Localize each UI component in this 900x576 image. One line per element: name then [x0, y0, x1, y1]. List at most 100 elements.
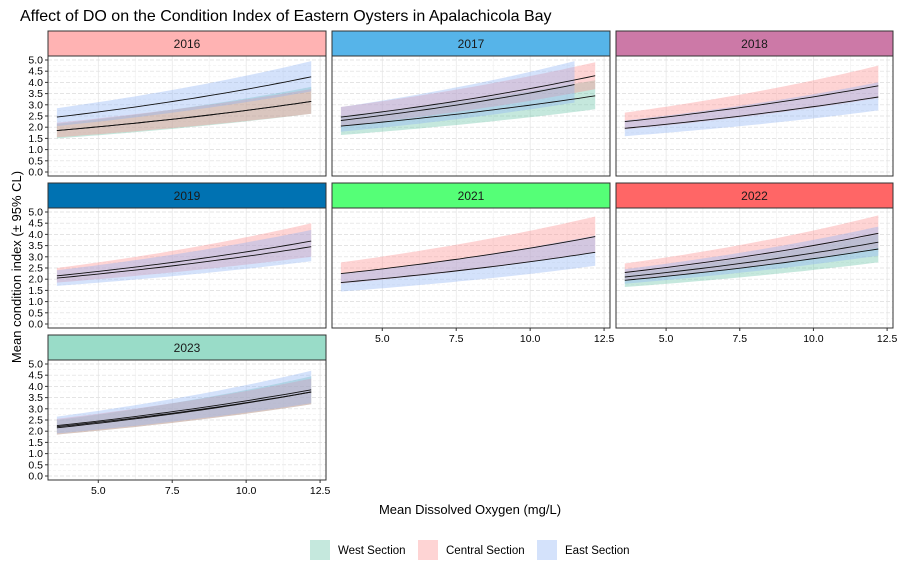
gridlines [48, 56, 326, 176]
ci-ribbon-east [624, 82, 879, 137]
y-tick-label: 1.5 [28, 133, 43, 145]
x-tick-label: 10.0 [803, 333, 824, 345]
ci-ribbon-central [56, 89, 312, 138]
ci-ribbon-east [340, 61, 575, 132]
gridlines [616, 208, 893, 328]
facet-panel-2023: 20230.00.51.01.52.02.53.03.54.04.55.05.0… [28, 334, 331, 497]
facet-strip [47, 30, 327, 57]
fit-line-east [624, 96, 879, 129]
fit-line-east [56, 246, 312, 279]
fit-line-central [624, 232, 879, 273]
legend-swatch-west [310, 540, 330, 560]
facet-strip-label: 2021 [458, 189, 485, 203]
y-tick-label: 0.0 [28, 319, 43, 331]
y-tick-label: 2.5 [28, 415, 43, 427]
y-tick-label: 1.0 [28, 296, 43, 308]
y-tick-label: 1.5 [28, 437, 43, 449]
facet-panel-2018: 2018 [615, 30, 894, 177]
y-tick-label: 1.5 [28, 285, 43, 297]
x-tick-label: 12.5 [310, 485, 331, 497]
ci-ribbon-west [340, 80, 596, 135]
ci-ribbon-central [624, 215, 879, 281]
fit-line-central [56, 100, 312, 132]
ci-ribbon-east [56, 370, 312, 434]
fit-line-central [624, 85, 879, 123]
gridlines [332, 56, 610, 176]
y-tick-label: 4.5 [28, 218, 43, 230]
gridlines [48, 208, 326, 328]
y-tick-label: 5.0 [28, 359, 43, 371]
y-tick-label: 2.0 [28, 426, 43, 438]
y-tick-label: 2.0 [28, 274, 43, 286]
y-tick-label: 4.0 [28, 229, 43, 241]
fit-line-east [340, 251, 596, 284]
y-tick-label: 4.5 [28, 370, 43, 382]
fit-line-east [56, 76, 312, 118]
panel-border [615, 55, 894, 177]
fit-line-central [56, 391, 312, 428]
y-tick-label: 3.0 [28, 403, 43, 415]
facet-panel-2016: 2016 0.00.51.01.52.02.53.03.54.04.55.0 [28, 30, 327, 179]
facet-strip-label: 2023 [174, 341, 201, 355]
x-tick-label: 5.0 [375, 333, 390, 345]
y-tick-label: 5.0 [28, 55, 43, 67]
facet-strip [331, 30, 611, 57]
y-tick-label: 3.5 [28, 392, 43, 404]
legend-label-east: East Section [565, 545, 630, 557]
facet-panel-2022: 2022 5.0 7.5 10.0 12.5 [615, 182, 897, 345]
x-tick-label: 10.0 [236, 485, 257, 497]
x-tick-label: 12.5 [594, 333, 615, 345]
gridlines [616, 56, 893, 176]
facet-strip-label: 2016 [174, 37, 201, 51]
ci-ribbon-east [624, 226, 879, 284]
y-tick-label: 0.5 [28, 307, 43, 319]
facet-strip [331, 182, 611, 209]
y-tick-label: 2.0 [28, 122, 43, 134]
facet-panel-2021: 2021 5.0 7.5 10.0 12.5 [331, 182, 615, 345]
x-tick-label: 5.0 [659, 333, 674, 345]
fit-line-east [56, 389, 312, 427]
x-tick-label: 10.0 [520, 333, 541, 345]
ci-ribbon-west [56, 86, 312, 139]
x-axis-title: Mean Dissolved Oxygen (mg/L) [379, 502, 561, 517]
ci-ribbon-east [56, 61, 312, 127]
facet-strip [47, 182, 327, 209]
y-tick-label: 3.0 [28, 99, 43, 111]
y-tick-label: 0.0 [28, 471, 43, 483]
fit-line-west [340, 95, 596, 127]
legend-label-central: Central Section [446, 545, 525, 557]
chart-title: Affect of DO on the Condition Index of E… [20, 8, 552, 25]
gridlines [48, 360, 326, 480]
y-tick-label: 4.5 [28, 66, 43, 78]
y-tick-label: 3.5 [28, 88, 43, 100]
facet-panel-2017: 2017 [331, 30, 611, 177]
legend: West Section Central Section East Section [310, 540, 630, 560]
y-tick-label: 2.5 [28, 111, 43, 123]
legend-label-west: West Section [338, 545, 406, 557]
y-tick-label: 4.0 [28, 77, 43, 89]
fit-line-central [340, 75, 596, 118]
y-tick-label: 2.5 [28, 263, 43, 275]
fit-line-east [624, 241, 879, 278]
y-tick-label: 0.5 [28, 459, 43, 471]
panel-border [331, 207, 611, 329]
y-tick-label: 3.0 [28, 251, 43, 263]
ci-ribbon-central [56, 223, 312, 283]
fit-line-central [56, 240, 312, 277]
ci-ribbon-central [340, 62, 596, 127]
facet-strip-label: 2019 [174, 189, 201, 203]
y-tick-label: 5.0 [28, 207, 43, 219]
panel-border [331, 55, 611, 177]
facet-strip-label: 2017 [458, 37, 485, 51]
x-tick-label: 7.5 [449, 333, 464, 345]
y-tick-label: 1.0 [28, 144, 43, 156]
gridlines [332, 208, 610, 328]
y-tick-label: 1.0 [28, 448, 43, 460]
x-tick-label: 5.0 [91, 485, 106, 497]
y-tick-label: 0.5 [28, 155, 43, 167]
facet-strip-label: 2018 [741, 37, 768, 51]
facet-strip [615, 30, 894, 57]
legend-swatch-east [537, 540, 557, 560]
y-tick-label: 4.0 [28, 381, 43, 393]
